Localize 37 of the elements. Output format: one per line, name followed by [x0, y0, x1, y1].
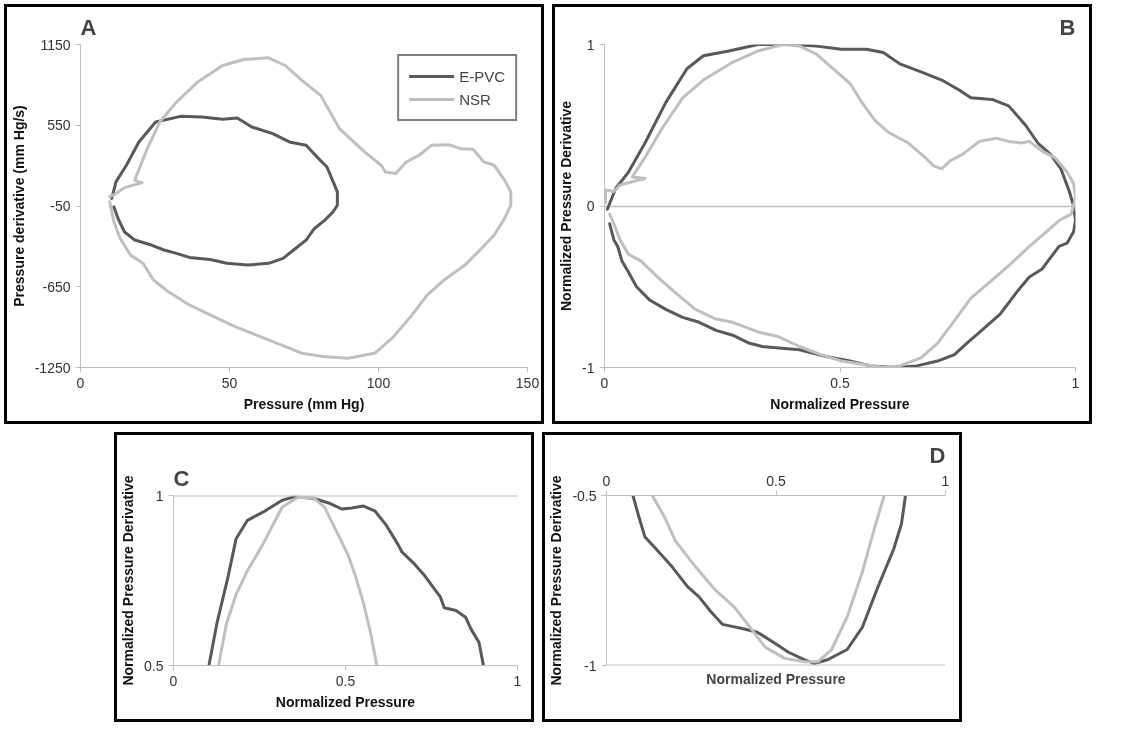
- legend-label: NSR: [459, 90, 491, 108]
- x-axis-title: Normalized Pressure: [275, 693, 416, 710]
- y-tick-label: 550: [47, 117, 71, 134]
- text: C: [173, 465, 190, 491]
- y-tick-label: 1: [586, 36, 595, 53]
- y-axis-title: Normalized Pressure Derivative: [548, 475, 565, 686]
- x-tick-label: 0: [602, 472, 611, 489]
- y-tick-label: -1: [582, 359, 595, 376]
- text: D: [929, 442, 946, 468]
- x-tick-label: 0.5: [766, 472, 786, 489]
- y-tick-label: -0.5: [572, 487, 597, 504]
- x-axis-title: Pressure (mm Hg): [243, 395, 365, 412]
- x-tick-label: 0.5: [335, 672, 356, 689]
- x-tick-label: 1: [941, 472, 950, 489]
- x-tick-label: 0: [169, 672, 178, 689]
- y-tick-label: -1: [584, 657, 597, 674]
- x-axis-title: Normalized Pressure: [770, 395, 910, 412]
- text: A: [80, 14, 97, 40]
- y-tick-label: -1250: [34, 359, 71, 376]
- x-axis-title: Normalized Pressure: [706, 670, 846, 687]
- x-tick-label: 0: [600, 374, 609, 391]
- y-tick-label: 0: [586, 198, 595, 214]
- x-tick-label: 150: [515, 374, 540, 391]
- y-tick-label: -50: [50, 198, 71, 214]
- legend-label: E-PVC: [459, 67, 505, 85]
- x-tick-label: 0.5: [830, 374, 850, 391]
- y-tick-label: 1150: [40, 36, 71, 53]
- x-tick-label: 50: [221, 374, 238, 391]
- x-tick-label: 1: [1071, 374, 1080, 391]
- x-tick-label: 100: [366, 374, 391, 391]
- y-axis-title: Normalized Pressure Derivative: [558, 100, 575, 312]
- x-tick-label: 0: [76, 374, 85, 391]
- text: B: [1059, 14, 1076, 40]
- y-tick-label: -650: [42, 278, 71, 295]
- x-tick-label: 1: [513, 672, 522, 689]
- y-axis-title: Normalized Pressure Derivative: [120, 475, 137, 686]
- y-axis-title: Pressure derivative (mm Hg/s): [10, 105, 27, 307]
